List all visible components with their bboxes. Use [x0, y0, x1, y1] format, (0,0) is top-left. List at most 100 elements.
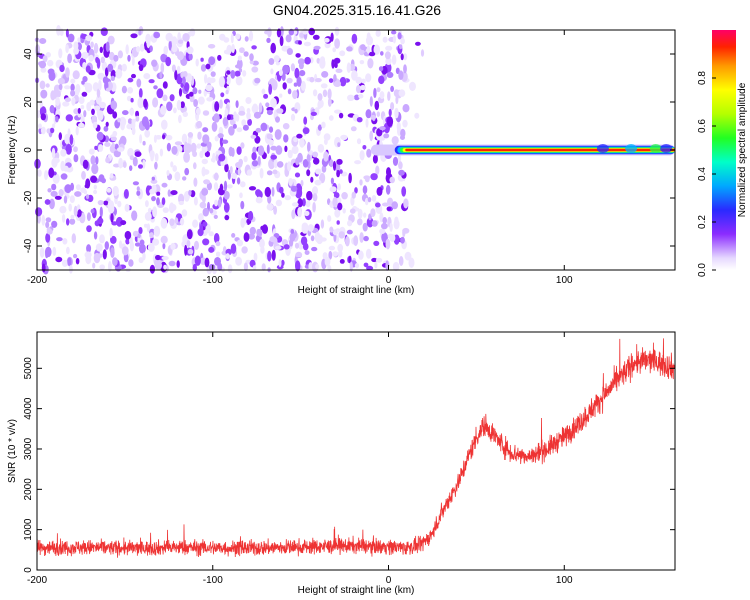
spectrogram-noise-blob — [51, 220, 58, 228]
spectrogram-noise-blob — [231, 233, 236, 238]
spectrogram-noise-blob — [389, 176, 396, 184]
spectrogram-noise-blob — [98, 79, 102, 91]
spectrogram-noise-blob — [357, 208, 363, 219]
spectrogram-noise-blob — [362, 185, 368, 195]
spectrogram-noise-blob — [219, 136, 224, 148]
spectrogram-noise-blob — [317, 124, 322, 131]
spectrogram-noise-blob — [205, 84, 213, 92]
spectrogram-noise-blob — [386, 206, 391, 212]
spectrogram-signal-bump — [625, 144, 638, 153]
spectrogram-noise-blob — [73, 253, 78, 259]
spectrogram-noise-blob — [200, 64, 207, 72]
spectrogram-noise-blob — [222, 139, 229, 144]
spectrogram-noise-blob — [138, 227, 143, 235]
spectrogram-noise-blob — [169, 202, 175, 214]
spectrogram-noise-blob — [182, 111, 188, 118]
spectrogram-noise-blob — [51, 147, 56, 159]
spectrogram-noise-blob — [93, 42, 99, 54]
spectrogram-noise-blob — [351, 33, 358, 44]
spectrogram-noise-blob — [304, 250, 310, 256]
spectrogram-noise-blob — [312, 34, 320, 40]
spectrogram-noise-blob — [294, 172, 301, 178]
spectrogram-noise-blob — [321, 71, 329, 78]
spectrogram-noise-blob — [397, 32, 402, 40]
spectrogram-noise-blob — [346, 62, 351, 73]
spectrogram-noise-blob — [90, 155, 96, 165]
spectrogram-noise-blob — [139, 239, 145, 246]
spectrogram-noise-blob — [202, 169, 210, 175]
spectrogram-noise-blob — [41, 263, 46, 273]
spectrogram-noise-blob — [338, 249, 343, 258]
spectrogram-noise-blob — [83, 110, 87, 118]
spectrogram-noise-blob — [149, 232, 154, 239]
spectrogram-noise-blob — [301, 224, 309, 234]
spectrogram-noise-blob — [115, 69, 123, 79]
spectrogram-noise-blob — [255, 189, 262, 197]
spectrogram-noise-blob — [376, 186, 383, 196]
spectrogram-noise-blob — [226, 184, 233, 189]
spectrogram-noise-blob — [97, 217, 104, 225]
spectrogram-x-label: Height of straight line (km) — [298, 285, 415, 296]
spectrogram-noise-blob — [182, 33, 190, 42]
spectrogram-noise-blob — [120, 122, 125, 131]
spectrogram-noise-blob — [223, 37, 230, 43]
spectrogram-noise-blob — [65, 143, 72, 155]
spectrogram-noise-blob — [135, 115, 140, 122]
spectrogram-noise-blob — [268, 139, 274, 146]
spectrogram-noise-blob — [66, 246, 70, 255]
spectrogram-noise-blob — [376, 87, 381, 93]
spectrogram-noise-blob — [63, 85, 71, 90]
spectrogram-noise-blob — [123, 189, 129, 199]
spectrogram-noise-blob — [246, 107, 251, 114]
spectrogram-noise-blob — [104, 142, 111, 147]
spectrogram-noise-blob — [65, 67, 70, 78]
spectrogram-noise-blob — [328, 250, 333, 260]
spectrogram-noise-blob — [128, 259, 134, 267]
spectrogram-noise-blob — [56, 237, 63, 242]
spectrogram-noise-blob — [132, 230, 140, 237]
spectrogram-noise-blob — [90, 208, 95, 214]
spectrogram-noise-blob — [287, 88, 292, 95]
spectrogram-x-tick-label: -200 — [27, 275, 47, 286]
spectrogram-noise-blob — [353, 235, 359, 247]
spectrogram-noise-blob — [68, 203, 72, 212]
spectrogram-noise-blob — [160, 62, 165, 74]
spectrogram-noise-blob — [332, 47, 337, 53]
snr-y-tick-label: 1000 — [23, 518, 34, 541]
spectrogram-noise-blob — [142, 159, 146, 169]
spectrogram-noise-blob — [162, 94, 168, 102]
spectrogram-noise-blob — [160, 105, 167, 115]
spectrogram-noise-blob — [198, 96, 205, 105]
spectrogram-noise-blob — [260, 225, 265, 231]
spectrogram-noise-blob — [243, 262, 248, 272]
spectrogram-noise-blob — [292, 90, 298, 100]
spectrogram-noise-blob — [282, 123, 290, 130]
spectrogram-noise-blob — [240, 142, 245, 149]
spectrogram-noise-blob — [159, 148, 164, 157]
spectrogram-noise-blob — [300, 236, 308, 246]
spectrogram-noise-blob — [258, 228, 263, 238]
spectrogram-noise-blob — [155, 254, 161, 261]
spectrogram-noise-blob — [184, 82, 190, 92]
spectrogram-noise-blob — [81, 91, 88, 97]
colorbar-tick-label: 0.8 — [697, 71, 708, 85]
spectrogram-noise-blob — [136, 186, 140, 192]
spectrogram-noise-blob — [291, 209, 296, 220]
spectrogram-noise-blob — [136, 78, 142, 88]
spectrogram-noise-blob — [208, 56, 216, 66]
spectrogram-noise-blob — [95, 243, 103, 252]
spectrogram-noise-blob — [327, 97, 332, 107]
spectrogram-noise-blob — [225, 253, 230, 260]
spectrogram-noise-blob — [52, 123, 56, 129]
spectrogram-noise-blob — [271, 249, 276, 261]
spectrogram-noise-blob — [63, 165, 69, 172]
spectrogram-noise-blob — [335, 68, 343, 74]
spectrogram-noise-blob — [97, 200, 104, 206]
spectrogram-noise-blob — [230, 70, 236, 79]
spectrogram-noise-blob — [251, 152, 257, 161]
spectrogram-noise-blob — [295, 53, 301, 58]
spectrogram-x-tick-label: 100 — [556, 275, 573, 286]
spectrogram-noise-blob — [160, 235, 168, 244]
spectrogram-noise-blob — [102, 76, 109, 84]
spectrogram-noise-blob — [392, 156, 399, 166]
